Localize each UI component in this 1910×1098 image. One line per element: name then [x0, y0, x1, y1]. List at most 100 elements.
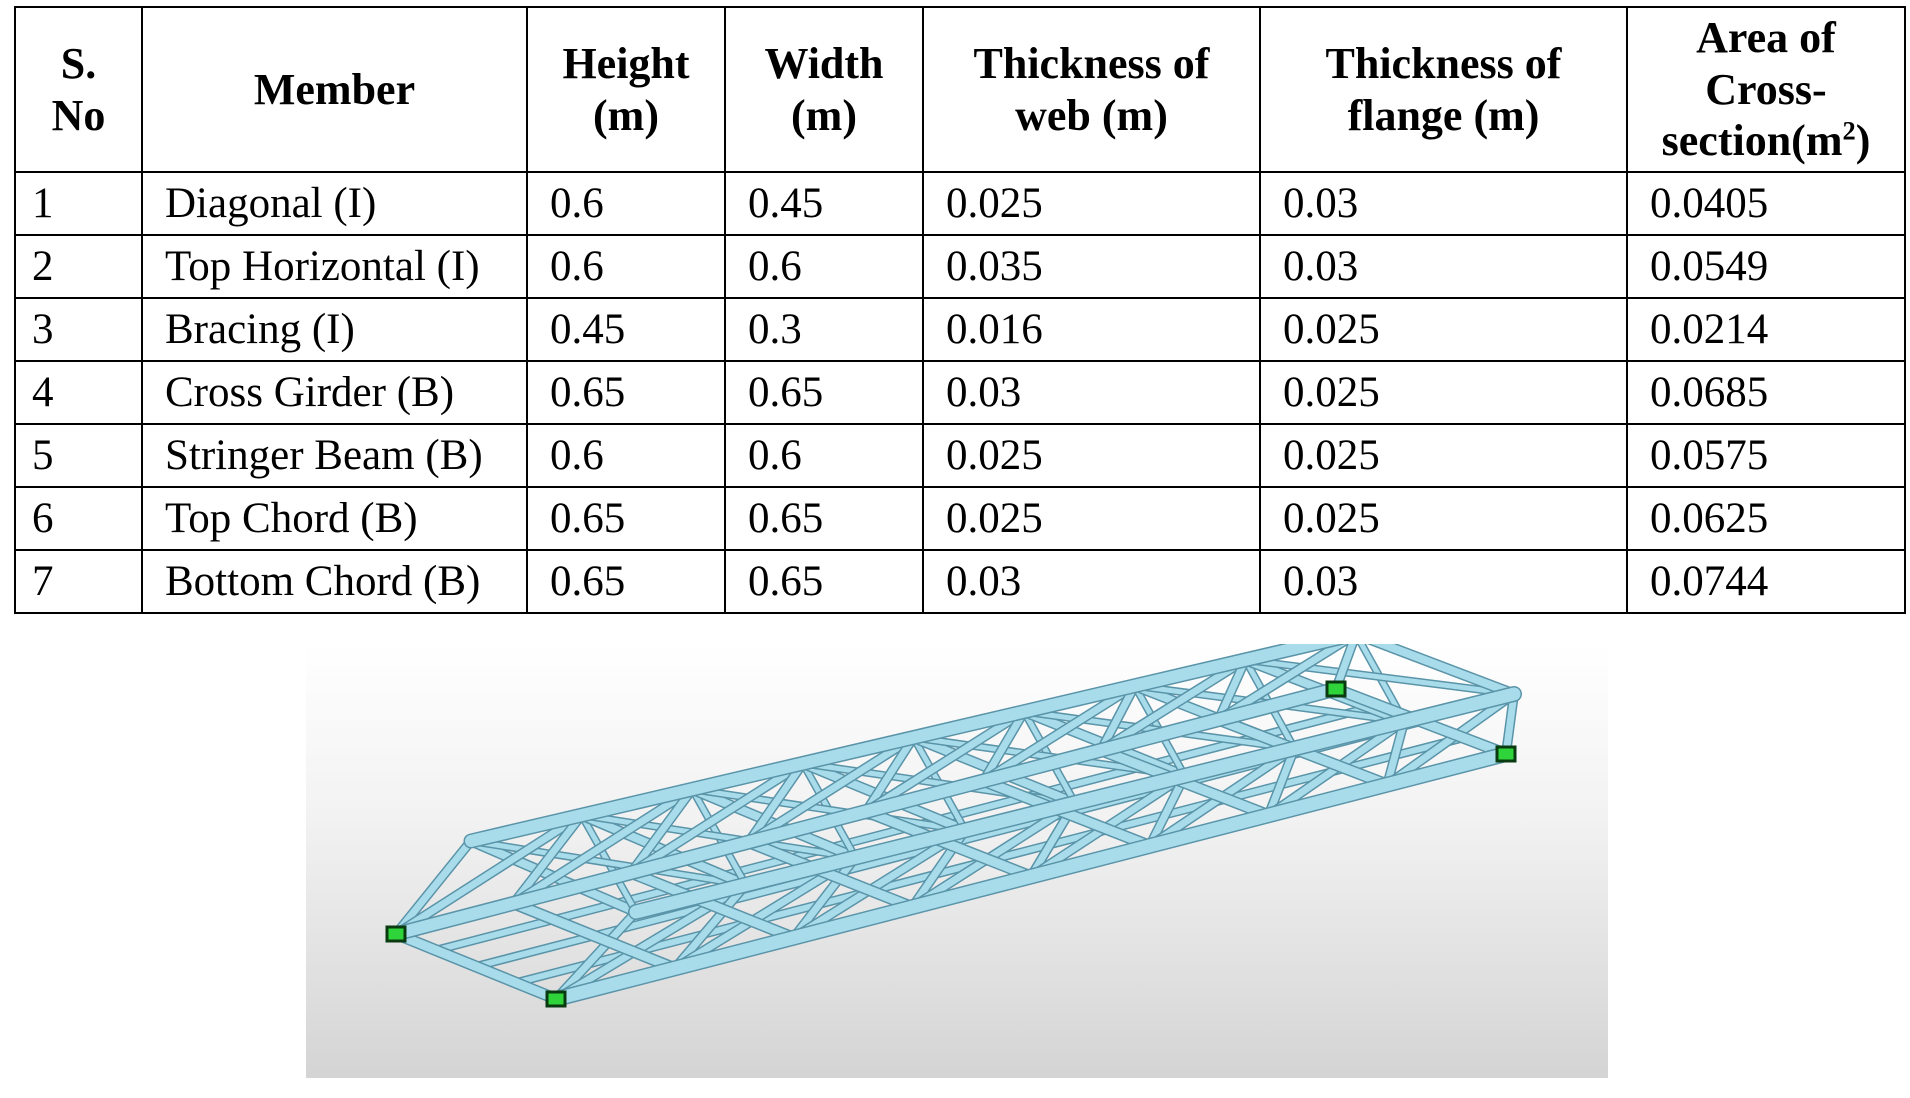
cell-height: 0.6 [526, 234, 726, 299]
support-node [1325, 680, 1347, 698]
header-web-thickness: Thickness of web (m) [922, 6, 1261, 173]
cell-member: Top Chord (B) [141, 486, 528, 551]
vertical-member [1382, 716, 1410, 790]
cell-web-thickness: 0.025 [922, 171, 1261, 236]
vertical-member [1213, 654, 1251, 725]
table-body: 1 Diagonal (I) 0.6 0.45 0.025 0.03 0.0405 2 Top … [14, 171, 1906, 614]
cell-height: 0.65 [526, 549, 726, 614]
diagonal [788, 825, 971, 943]
vertical-member [743, 758, 808, 848]
vertical-member [669, 879, 751, 974]
vertical-member [861, 732, 919, 817]
cell-member: Bottom Chord (B) [141, 549, 528, 614]
diagonal [391, 810, 587, 939]
bottom-chord [388, 681, 1344, 942]
cell-width: 0.65 [724, 549, 924, 614]
table-row: 5 Stringer Beam (B) 0.6 0.6 0.025 0.025 0.0575 [14, 423, 1906, 488]
support-node [385, 925, 407, 943]
cell-member: Top Horizontal (I) [141, 234, 528, 299]
top-bracing [1241, 655, 1518, 698]
header-height: Height (m) [526, 6, 726, 173]
header-flange-thickness: Thickness of flange (m) [1259, 6, 1628, 173]
header-member: Member [141, 6, 528, 173]
cell-member: Cross Girder (B) [141, 360, 528, 425]
support-node [545, 990, 567, 1008]
table-row: 4 Cross Girder (B) 0.65 0.65 0.03 0.025 0.0685 [14, 360, 1906, 425]
cell-height: 0.6 [526, 171, 726, 236]
cell-width: 0.65 [724, 486, 924, 551]
member-properties-table: S. No Member Height (m) Width (m) Thickn… [14, 6, 1906, 614]
cell-area: 0.0214 [1626, 297, 1906, 362]
cell-s-no: 4 [14, 360, 143, 425]
cell-member: Bracing (I) [141, 297, 528, 362]
diagonal [626, 758, 808, 878]
truss-bridge-model-view [306, 644, 1608, 1078]
diagonal [978, 680, 1140, 786]
vertical-member [1501, 689, 1519, 759]
table-header-row: S. No Member Height (m) Width (m) Thickn… [14, 6, 1906, 173]
top-horizontal [1366, 644, 1520, 700]
table-row: 7 Bottom Chord (B) 0.65 0.65 0.03 0.03 0.0744 [14, 549, 1906, 614]
cross-girder [625, 866, 800, 944]
header-cross-section-area: Area of Cross- section(m2) [1626, 6, 1906, 173]
vertical-member [1263, 743, 1300, 821]
top-chord [628, 686, 1522, 920]
cross-girder [977, 774, 1156, 852]
cell-height: 0.65 [526, 486, 726, 551]
vertical-member [1096, 680, 1140, 756]
cell-s-no: 3 [14, 297, 143, 362]
cell-area: 0.0575 [1626, 423, 1906, 488]
vertical-member [626, 784, 698, 878]
table-row: 2 Top Horizontal (I) 0.6 0.6 0.035 0.03 0.0549 [14, 234, 1906, 299]
cross-girder [507, 897, 681, 975]
cell-area: 0.0405 [1626, 171, 1906, 236]
diagonal [1096, 654, 1251, 756]
diagonal [1382, 689, 1519, 790]
top-bracing [467, 837, 750, 889]
vertical-member [788, 852, 861, 943]
cell-web-thickness: 0.016 [922, 297, 1261, 362]
cross-girder [742, 836, 919, 914]
cell-flange-thickness: 0.025 [1259, 360, 1628, 425]
cell-web-thickness: 0.03 [922, 549, 1261, 614]
cell-flange-thickness: 0.025 [1259, 423, 1628, 488]
cell-s-no: 6 [14, 486, 143, 551]
header-s-no: S. No [14, 6, 143, 173]
cell-width: 0.3 [724, 297, 924, 362]
cell-s-no: 5 [14, 423, 143, 488]
cell-height: 0.45 [526, 297, 726, 362]
top-bracing [577, 811, 860, 862]
cell-s-no: 7 [14, 549, 143, 614]
cell-area: 0.0685 [1626, 360, 1906, 425]
cell-height: 0.6 [526, 423, 726, 488]
cell-s-no: 1 [14, 171, 143, 236]
cell-flange-thickness: 0.025 [1259, 297, 1628, 362]
cell-flange-thickness: 0.03 [1259, 234, 1628, 299]
cell-flange-thickness: 0.03 [1259, 549, 1628, 614]
header-width: Width (m) [724, 6, 924, 173]
cell-web-thickness: 0.035 [922, 234, 1261, 299]
top-bracing [688, 785, 970, 835]
cell-web-thickness: 0.025 [922, 486, 1261, 551]
cross-girder [390, 928, 562, 1005]
cell-member: Diagonal (I) [141, 171, 528, 236]
cell-width: 0.45 [724, 171, 924, 236]
cell-width: 0.6 [724, 423, 924, 488]
diagonal [1213, 644, 1350, 725]
table-row: 3 Bracing (I) 0.45 0.3 0.016 0.025 0.0214 [14, 297, 1906, 362]
cross-girder [860, 805, 1037, 883]
vertical-member [1144, 770, 1190, 851]
vertical-member [551, 907, 641, 1004]
top-chord [463, 644, 1347, 849]
cell-area: 0.0744 [1626, 549, 1906, 614]
cell-flange-thickness: 0.025 [1259, 486, 1628, 551]
support-node [1495, 745, 1517, 763]
table-row: 6 Top Chord (B) 0.65 0.65 0.025 0.025 0.0625 [14, 486, 1906, 551]
cell-member: Stringer Beam (B) [141, 423, 528, 488]
cell-width: 0.6 [724, 234, 924, 299]
cell-height: 0.65 [526, 360, 726, 425]
diagonal [861, 706, 1030, 817]
cell-web-thickness: 0.025 [922, 423, 1261, 488]
truss-3d-model [385, 644, 1522, 1008]
table-row: 1 Diagonal (I) 0.6 0.45 0.025 0.03 0.0405 [14, 171, 1906, 236]
